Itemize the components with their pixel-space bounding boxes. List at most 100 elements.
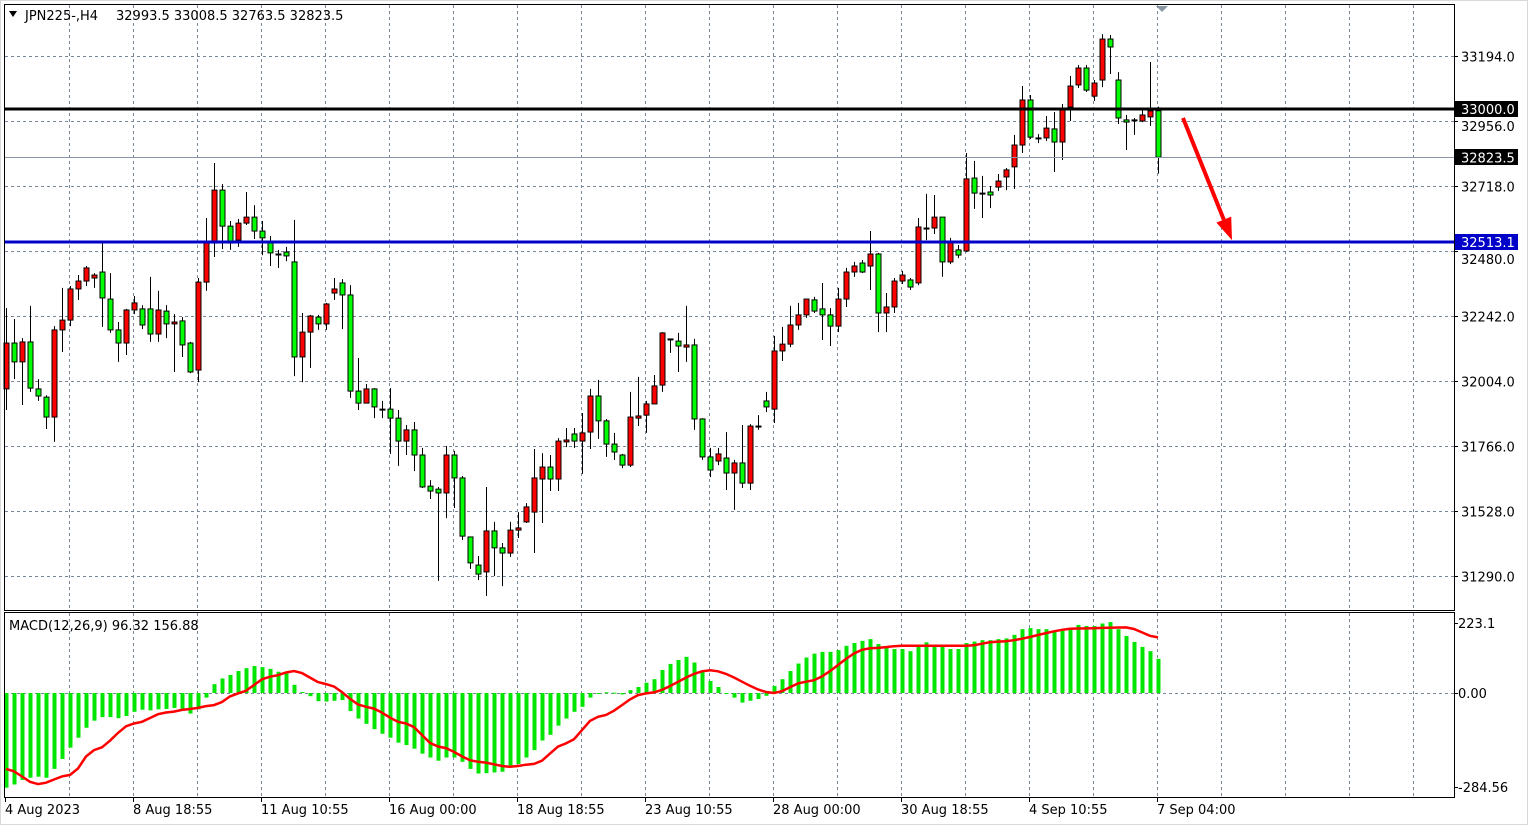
price-tick-label: 32480.0 — [1461, 253, 1515, 268]
bull-candle-body — [963, 178, 970, 252]
macd-histogram-bar — [716, 686, 721, 693]
bull-candle-body — [563, 439, 570, 443]
macd-histogram-bar — [476, 693, 481, 774]
bull-candle-body — [779, 343, 786, 352]
price-axis[interactable]: 33194.0 32956.0 32718.0 32480.0 32242.0 32004… — [1454, 51, 1515, 586]
macd-histogram-bar — [828, 651, 833, 693]
bear-candle-body — [347, 294, 354, 392]
candle — [939, 216, 946, 277]
candle — [619, 453, 626, 469]
bull-candle-body — [507, 529, 514, 554]
macd-histogram-bar — [548, 693, 553, 735]
candle — [243, 191, 250, 226]
bear-candle-body — [427, 485, 434, 492]
macd-histogram-bar — [972, 641, 977, 693]
bear-candle-body — [187, 342, 194, 373]
macd-histogram-bar — [492, 693, 497, 773]
macd-histogram-bar — [748, 693, 753, 701]
macd-histogram-bar — [468, 693, 473, 769]
bear-candle-body — [1155, 110, 1162, 158]
macd-histogram-bar — [940, 646, 945, 693]
candle — [603, 418, 610, 457]
arrow-head-icon[interactable] — [1216, 216, 1232, 241]
horizontal-lines[interactable] — [5, 107, 1454, 244]
bear-candle-body — [763, 400, 770, 408]
bull-candle-body — [331, 288, 338, 294]
price-tick-label: 31290.0 — [1461, 571, 1515, 586]
candle — [1091, 80, 1098, 102]
candle — [651, 374, 658, 405]
bull-candle-body — [747, 425, 754, 484]
macd-histogram-bar — [1140, 646, 1145, 693]
candle — [27, 305, 34, 392]
macd-histogram-bar — [412, 693, 417, 749]
arrow-shaft[interactable] — [1181, 117, 1226, 221]
candle — [787, 305, 794, 348]
candle — [107, 273, 114, 333]
macd-histogram-bar — [804, 657, 809, 693]
bear-candle-body — [939, 216, 946, 263]
macd-histogram-bar — [932, 644, 937, 693]
bear-candle-body — [739, 462, 746, 484]
bear-candle-body — [547, 466, 554, 480]
bull-candle-body — [1043, 127, 1050, 139]
macd-histogram-bar — [156, 693, 161, 710]
macd-histogram-bar — [116, 693, 121, 719]
bear-candle-body — [571, 433, 578, 442]
candle — [459, 476, 466, 540]
candle — [747, 424, 754, 490]
bear-candle-body — [1107, 38, 1114, 48]
macd-histogram-bar — [684, 656, 689, 693]
candle — [931, 195, 938, 235]
candle — [699, 418, 706, 460]
bull-candle-body — [755, 425, 762, 428]
bear-candle-body — [27, 341, 34, 389]
candle — [755, 415, 762, 430]
candle — [643, 400, 650, 433]
candle — [1083, 65, 1090, 93]
macd-histogram-bar — [420, 693, 425, 754]
bear-candle-body — [819, 308, 826, 316]
macd-histogram-bar — [700, 671, 705, 693]
bear-candle-body — [611, 443, 618, 453]
bull-candle-body — [1147, 110, 1154, 118]
macd-histogram-bar — [228, 674, 233, 693]
bull-candle-body — [899, 274, 906, 282]
bull-candle-body — [979, 192, 986, 195]
bear-candle-body — [283, 251, 290, 257]
bear-candle-body — [291, 261, 298, 358]
chart-shift-marker-icon[interactable] — [1156, 6, 1168, 12]
candle — [539, 453, 546, 524]
bear-candle-body — [107, 298, 114, 331]
bull-candle-body — [1139, 114, 1146, 122]
candle — [915, 217, 922, 286]
macd-histogram-bar — [612, 692, 617, 694]
bull-candle-body — [667, 338, 674, 341]
candle — [419, 447, 426, 489]
bull-candle-body — [195, 281, 202, 371]
bull-candle-body — [1059, 109, 1066, 143]
macd-histogram-bar — [556, 693, 561, 726]
price-tick-label: 32242.0 — [1461, 311, 1515, 326]
candle — [51, 326, 58, 442]
candle — [883, 293, 890, 333]
time-axis[interactable]: 4 Aug 2023 8 Aug 18:55 11 Aug 10:55 16 Aug … — [5, 797, 1236, 818]
macd-histogram-bar — [1116, 629, 1121, 693]
time-tick-label: 23 Aug 10:55 — [645, 803, 733, 818]
bull-candle-body — [795, 314, 802, 326]
bear-candle-body — [459, 477, 466, 537]
bull-candle-body — [579, 432, 586, 442]
macd-histogram-bar — [956, 649, 961, 693]
candle — [475, 556, 482, 581]
candle — [379, 400, 386, 419]
macd-label: MACD(12,26,9) 96.32 156.88 — [9, 619, 199, 634]
candle — [435, 486, 442, 581]
down-arrow-annotation[interactable] — [1181, 117, 1232, 241]
macd-histogram-bar — [788, 671, 793, 693]
dropdown-triangle-icon[interactable] — [9, 11, 17, 17]
candle — [955, 244, 962, 259]
bull-candle-body — [155, 309, 162, 335]
bull-candle-body — [523, 506, 530, 523]
macd-histogram-bar — [124, 693, 129, 717]
